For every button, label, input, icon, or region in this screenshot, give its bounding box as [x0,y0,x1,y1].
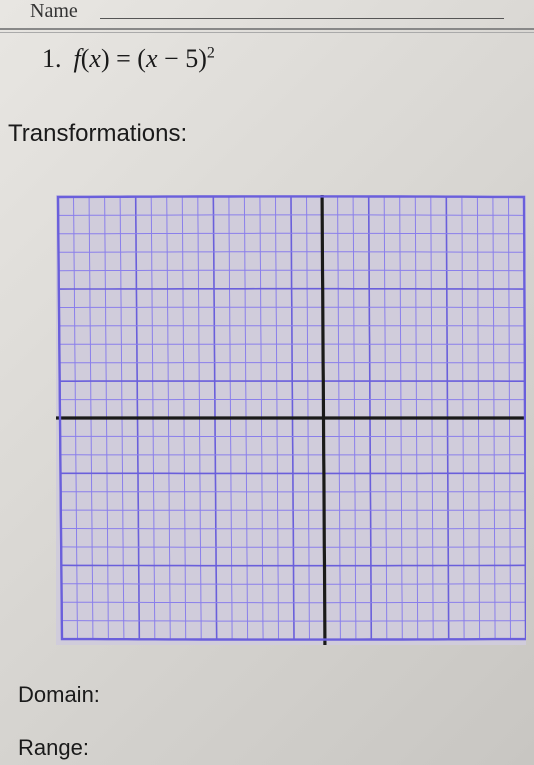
range-label: Range: [18,735,89,761]
name-partial: Name [30,0,78,23]
exponent: 2 [207,44,215,61]
domain-label: Domain: [18,682,100,708]
problem-statement: 1.f(x) = (x − 5)2 [42,44,215,74]
problem-number: 1. [42,44,62,73]
page-divider-2 [0,32,534,33]
name-underline [100,18,504,19]
coordinate-grid [56,195,526,645]
page-divider-1 [0,28,534,30]
transformations-label: Transformations: [8,120,187,148]
